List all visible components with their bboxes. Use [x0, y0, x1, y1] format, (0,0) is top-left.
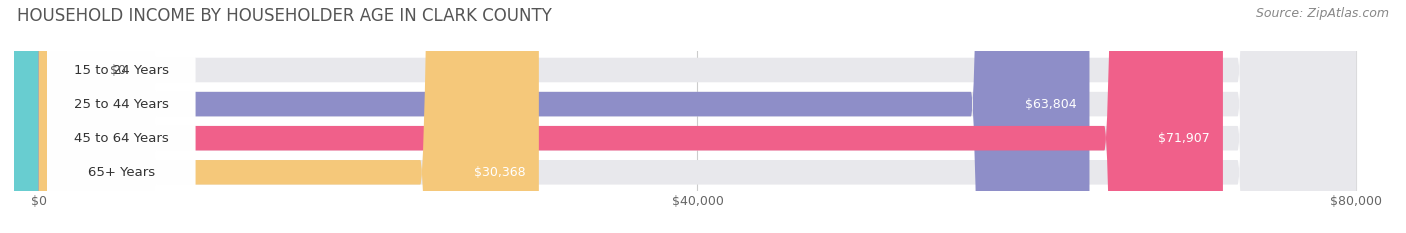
FancyBboxPatch shape	[46, 0, 195, 233]
FancyBboxPatch shape	[0, 0, 157, 233]
FancyBboxPatch shape	[39, 0, 1357, 233]
FancyBboxPatch shape	[39, 0, 1357, 233]
Text: $0: $0	[110, 64, 125, 76]
FancyBboxPatch shape	[46, 0, 195, 233]
FancyBboxPatch shape	[39, 0, 538, 233]
Text: $63,804: $63,804	[1025, 98, 1077, 111]
Text: 25 to 44 Years: 25 to 44 Years	[73, 98, 169, 111]
Text: $71,907: $71,907	[1159, 132, 1209, 145]
FancyBboxPatch shape	[46, 0, 195, 233]
Text: $30,368: $30,368	[474, 166, 526, 179]
FancyBboxPatch shape	[39, 0, 1357, 233]
Text: 15 to 24 Years: 15 to 24 Years	[73, 64, 169, 76]
FancyBboxPatch shape	[39, 0, 1357, 233]
FancyBboxPatch shape	[39, 0, 1090, 233]
FancyBboxPatch shape	[46, 0, 195, 233]
Text: 65+ Years: 65+ Years	[87, 166, 155, 179]
FancyBboxPatch shape	[39, 0, 1223, 233]
Text: 45 to 64 Years: 45 to 64 Years	[73, 132, 169, 145]
Text: HOUSEHOLD INCOME BY HOUSEHOLDER AGE IN CLARK COUNTY: HOUSEHOLD INCOME BY HOUSEHOLDER AGE IN C…	[17, 7, 551, 25]
Text: Source: ZipAtlas.com: Source: ZipAtlas.com	[1256, 7, 1389, 20]
